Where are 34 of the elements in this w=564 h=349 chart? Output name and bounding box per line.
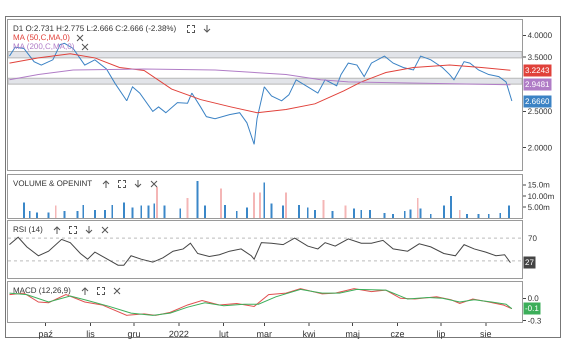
data-label: -0.1: [525, 304, 540, 313]
data-label: 2.9481: [525, 80, 550, 89]
y-tick-label: 2.0000: [528, 143, 553, 152]
line-series: [8, 53, 511, 114]
data-label: 2.6660: [525, 97, 550, 106]
x-tick-label: paź: [38, 328, 54, 339]
series-label: MA (50,C,MA,0): [13, 33, 70, 42]
line-series: [8, 68, 511, 86]
x-tick-label: 2022: [168, 328, 189, 339]
x-tick-label: lis: [86, 328, 96, 339]
text: MACD (12,26,9): [13, 286, 72, 295]
y-tick-label: 3.5000: [528, 52, 553, 62]
x-tick-label: sie: [480, 328, 492, 339]
x-tick-label: gru: [127, 328, 140, 339]
y-tick-label: -0.3: [528, 316, 542, 326]
y-tick-label: 10.00m: [528, 192, 555, 201]
x-tick-label: lip: [436, 328, 446, 339]
x-tick-label: lut: [218, 328, 229, 339]
y-tick-label: 0.0: [528, 294, 540, 304]
text: VOLUME & OPENINT: [13, 179, 92, 188]
data-label: 27: [525, 258, 534, 267]
text: RSI (14): [13, 225, 44, 234]
y-tick-label: 15.0m: [528, 180, 550, 190]
data-label: 3.2243: [525, 66, 550, 75]
y-tick-label: 5.00m: [528, 202, 550, 212]
y-tick-label: 2.5000: [528, 107, 553, 116]
line-series: [8, 42, 512, 145]
x-tick-label: maj: [345, 328, 360, 339]
x-tick-label: mar: [256, 328, 272, 339]
y-tick-label: 4.0000: [528, 31, 553, 40]
ref-line-label: 70: [528, 234, 538, 243]
text: D1 O:2.731 H:2.775 L:2.666 C:2.666 (-2.38%): [13, 24, 177, 33]
x-tick-label: kwi: [302, 328, 316, 339]
x-tick-label: cze: [390, 328, 404, 339]
